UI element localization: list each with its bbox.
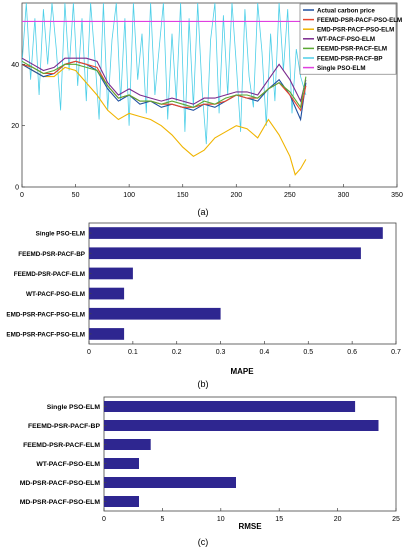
- x-tick-label: 25: [392, 516, 400, 523]
- x-tick-label: 100: [123, 192, 135, 199]
- bar-group-mape: Single PSO-ELM FEEMD-PSR-PACF-BP FEEMD-PSR…: [6, 227, 401, 356]
- x-tick-label: 0: [20, 192, 24, 199]
- y-tick-label: 20: [11, 123, 19, 130]
- series-line-emd-psr-pacf-pso-elm: [21, 63, 307, 176]
- series-line-feemd-psr-pacf-bp: [21, 2, 307, 145]
- x-tick-label: 10: [217, 516, 225, 523]
- bar-md-psr-pacf-pso-elm: [104, 477, 236, 488]
- legend-label-feemd-psr-pacf-bp: FEEMD-PSR-PACF-BP: [317, 55, 383, 62]
- bar-md-psr-pacf-pso-elm: [104, 496, 139, 507]
- legend-label-single-pso-elm: Single PSO-ELM: [317, 65, 365, 72]
- legend: Actual carbon price FEEMD-PSR-PACF-PSO-EL…: [299, 3, 402, 75]
- category-label-single-pso-elm: Single PSO-ELM: [47, 404, 101, 411]
- x-axis-label-c: RMSE: [238, 522, 262, 531]
- x-tick-label: 0: [87, 349, 91, 356]
- bar-wt-pacf-pso-elm: [104, 458, 139, 469]
- category-label-feemd-psr-pacf-bp: FEEMD-PSR-PACF-BP: [28, 423, 100, 430]
- panel-b: Single PSO-ELM FEEMD-PSR-PACF-BP FEEMD-PSR…: [6, 222, 401, 389]
- category-label-emd-psr-pacf-pso-elm: EMD-PSR-PACF-PSO-ELM: [6, 331, 85, 338]
- plot-frame-c: [103, 396, 397, 512]
- bar-wt-pacf-pso-elm: [89, 287, 125, 300]
- x-tick-label: 200: [230, 192, 242, 199]
- x-tick-label: 350: [391, 192, 403, 199]
- x-tick-label: 50: [72, 192, 80, 199]
- legend-label-feemd-psr-pacf-elm: FEEMD-PSR-PACF-ELM: [317, 46, 387, 53]
- x-tick-label: 0.3: [216, 349, 226, 356]
- category-label-feemd-psr-pacf-elm: FEEMD-PSR-PACF-ELM: [23, 442, 100, 449]
- legend-label-actual-carbon-price: Actual carbon price: [317, 7, 375, 14]
- bar-single-pso-elm: [104, 401, 356, 412]
- x-tick-label: 15: [275, 516, 283, 523]
- legend-label-feemd-psr-pacf-pso-elm: FEEMD-PSR-PACF-PSO-ELM: [317, 17, 402, 24]
- legend-label-wt-pacf-pso-elm: WT-PACF-PSO-ELM: [317, 36, 375, 43]
- category-label-wt-pacf-pso-elm: WT-PACF-PSO-ELM: [36, 461, 100, 468]
- x-tick-label: 0.2: [172, 349, 182, 356]
- x-tick-label: 300: [338, 192, 350, 199]
- bar-feemd-psr-pacf-elm: [104, 439, 151, 450]
- bar-emd-psr-pacf-pso-elm: [89, 328, 125, 340]
- category-label-feemd-psr-pacf-elm: FEEMD-PSR-PACF-ELM: [14, 271, 85, 278]
- x-tick-label: 0.4: [260, 349, 270, 356]
- category-label-single-pso-elm: Single PSO-ELM: [36, 231, 85, 238]
- bar-feemd-psr-pacf-bp: [89, 247, 361, 260]
- category-label-wt-pacf-pso-elm: WT-PACF-PSO-ELM: [26, 291, 85, 298]
- line-series-group: [21, 2, 307, 176]
- category-label-md-psr-pacf-pso-elm: MD-PSR-PACF-PSO-ELM: [20, 480, 101, 487]
- x-tick-label: 0.7: [391, 349, 401, 356]
- y-tick-label: 40: [11, 62, 19, 69]
- x-tick-label: 0.1: [128, 349, 138, 356]
- x-tick-label: 250: [284, 192, 296, 199]
- caption-a: (a): [198, 207, 209, 217]
- axis-ticks-a: 0 50 100 150 200 250 300 350 0 20 40: [11, 62, 403, 199]
- caption-b: (b): [198, 379, 209, 389]
- panel-a: 0 50 100 150 200 250 300 350 0 20 40 Actual carbon…: [11, 2, 403, 217]
- caption-c: (c): [198, 537, 209, 547]
- x-tick-label: 0: [102, 516, 106, 523]
- bar-feemd-psr-pacf-bp: [104, 420, 379, 431]
- bar-feemd-psr-pacf-elm: [89, 267, 133, 280]
- category-label-md-psr-pacf-pso-elm: MD-PSR-PACF-PSO-ELM: [20, 499, 101, 506]
- category-label-feemd-psr-pacf-bp: FEEMD-PSR-PACF-BP: [18, 251, 85, 258]
- bar-group-rmse: Single PSO-ELM FEEMD-PSR-PACF-BP FEEMD-PSR…: [20, 401, 400, 523]
- y-tick-label: 0: [15, 185, 19, 192]
- bar-emd-psr-pacf-pso-elm: [89, 307, 221, 320]
- x-tick-label: 20: [334, 516, 342, 523]
- panel-c: Single PSO-ELM FEEMD-PSR-PACF-BP FEEMD-PSR…: [20, 396, 400, 547]
- series-line-wt-pacf-pso-elm: [21, 57, 307, 105]
- x-tick-label: 150: [177, 192, 189, 199]
- category-label-emd-psr-pacf-pso-elm: EMD-PSR-PACF-PSO-ELM: [6, 311, 85, 318]
- x-axis-label-b: MAPE: [230, 367, 254, 376]
- x-tick-label: 5: [160, 516, 164, 523]
- series-line-feemd-psr-pacf-elm: [21, 60, 307, 109]
- legend-label-emd-psr-pacf-pso-elm: EMD-PSR-PACF-PSO-ELM: [317, 27, 394, 34]
- plot-frame-b: [88, 222, 397, 345]
- legend-box: [299, 3, 397, 75]
- x-tick-label: 0.6: [347, 349, 357, 356]
- x-tick-label: 0.5: [303, 349, 313, 356]
- bar-single-pso-elm: [89, 227, 383, 239]
